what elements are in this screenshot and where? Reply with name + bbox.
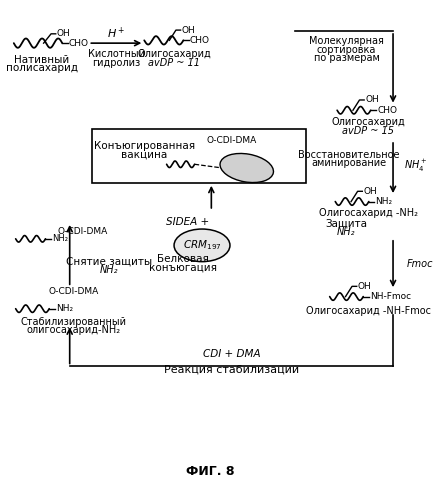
Text: OH: OH xyxy=(364,96,378,104)
Text: NH₂: NH₂ xyxy=(99,264,118,274)
Text: Белковая: Белковая xyxy=(157,254,209,264)
Ellipse shape xyxy=(219,154,273,182)
Text: O-CDI-DMA: O-CDI-DMA xyxy=(48,288,98,296)
Text: гидролиз: гидролиз xyxy=(92,58,140,68)
Text: Реакция стабилизации: Реакция стабилизации xyxy=(164,364,299,374)
Text: NH₂: NH₂ xyxy=(336,228,355,237)
Text: $H^+$: $H^+$ xyxy=(107,25,125,40)
Text: OH: OH xyxy=(181,26,195,35)
Text: O-CDI-DMA: O-CDI-DMA xyxy=(206,136,256,144)
Text: аминирование: аминирование xyxy=(311,158,386,168)
Ellipse shape xyxy=(173,229,230,262)
Text: OH: OH xyxy=(57,30,70,38)
Text: $NH_4^+$: $NH_4^+$ xyxy=(403,158,427,174)
Text: NH₂: NH₂ xyxy=(374,197,392,206)
Text: NH₂: NH₂ xyxy=(56,304,73,313)
Text: Олигосахарид -NH₂: Олигосахарид -NH₂ xyxy=(318,208,417,218)
Text: Защита: Защита xyxy=(325,219,367,229)
Text: сортировка: сортировка xyxy=(316,44,375,54)
Text: avDP ~ 11: avDP ~ 11 xyxy=(148,58,200,68)
Text: олигосахарид-NH₂: олигосахарид-NH₂ xyxy=(26,325,120,335)
Text: Восстановительное: Восстановительное xyxy=(298,150,399,160)
Text: CHO: CHO xyxy=(69,38,88,48)
Text: Fmoc: Fmoc xyxy=(406,259,433,269)
Text: OH: OH xyxy=(362,187,376,196)
Text: ФИГ. 8: ФИГ. 8 xyxy=(186,466,234,478)
Text: Олигосахарид -NH-Fmoc: Олигосахарид -NH-Fmoc xyxy=(306,306,430,316)
Text: полисахарид: полисахарид xyxy=(6,64,78,74)
Bar xyxy=(92,129,306,183)
Text: O-CDI-DMA: O-CDI-DMA xyxy=(57,227,108,236)
Text: CHO: CHO xyxy=(376,106,396,114)
Text: Кислотный: Кислотный xyxy=(88,50,145,59)
Text: Снятие защиты: Снятие защиты xyxy=(66,256,152,266)
Text: Молекулярная: Молекулярная xyxy=(308,36,383,46)
Text: avDP ~ 15: avDP ~ 15 xyxy=(341,126,393,136)
Text: Олигосахарид: Олигосахарид xyxy=(330,118,404,128)
Text: NH₂: NH₂ xyxy=(52,234,68,244)
Text: Стабилизированный: Стабилизированный xyxy=(21,316,126,326)
Text: NH-Fmoc: NH-Fmoc xyxy=(369,292,410,301)
Text: Олигосахарид: Олигосахарид xyxy=(137,50,210,59)
Text: CDI + DMA: CDI + DMA xyxy=(202,350,260,360)
Text: вакцина: вакцина xyxy=(121,150,167,160)
Text: CHO: CHO xyxy=(190,36,209,45)
Text: конъюгация: конъюгация xyxy=(149,262,217,272)
Text: по размерам: по размерам xyxy=(313,53,378,63)
Text: Конъюгированная: Конъюгированная xyxy=(93,140,194,150)
Text: $CRM_{197}$: $CRM_{197}$ xyxy=(182,238,221,252)
Text: SIDEA +: SIDEA + xyxy=(166,217,209,227)
Text: Нативный: Нативный xyxy=(14,55,69,65)
Text: OH: OH xyxy=(357,282,371,291)
